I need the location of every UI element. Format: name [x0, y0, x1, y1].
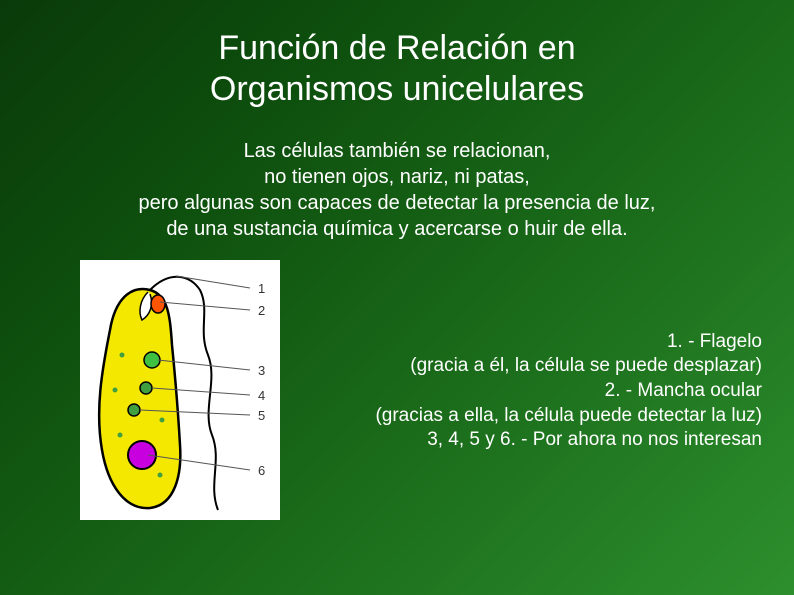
granule	[120, 352, 125, 357]
subtitle-line4: de una sustancia química y acercarse o h…	[166, 218, 627, 240]
diagram-labels: 1 2 3 4 5 6	[258, 281, 265, 478]
organelle-4	[140, 382, 152, 394]
label-1: 1	[258, 281, 265, 296]
legend-text: 1. - Flagelo (gracia a él, la célula se …	[280, 330, 774, 453]
cell-body	[99, 289, 180, 508]
legend-line1: 1. - Flagelo	[667, 331, 762, 352]
legend-line4: (gracias a ella, la célula puede detecta…	[375, 405, 762, 426]
granule	[118, 432, 123, 437]
label-3: 3	[258, 363, 265, 378]
legend-line5: 3, 4, 5 y 6. - Por ahora no nos interesa…	[427, 429, 762, 450]
content-row: 1 2 3 4 5 6 1. - Flagelo (gracia a él, l…	[0, 260, 794, 520]
slide-subtitle: Las células también se relacionan, no ti…	[0, 138, 794, 242]
granule	[160, 417, 165, 422]
label-6: 6	[258, 463, 265, 478]
organelle-3	[144, 352, 160, 368]
organelle-5	[128, 404, 140, 416]
title-line1: Función de Relación en	[218, 29, 575, 67]
granule	[158, 472, 163, 477]
subtitle-line2: no tienen ojos, nariz, ni patas,	[264, 166, 530, 188]
label-2: 2	[258, 303, 265, 318]
cell-diagram: 1 2 3 4 5 6	[80, 260, 280, 520]
nucleus	[128, 441, 156, 469]
cell-svg: 1 2 3 4 5 6	[80, 260, 280, 520]
subtitle-line3: pero algunas son capaces de detectar la …	[138, 192, 655, 214]
eyespot	[151, 295, 165, 313]
label-4: 4	[258, 388, 265, 403]
legend-line2: (gracia a él, la célula se puede desplaz…	[410, 355, 762, 376]
granule	[113, 387, 118, 392]
slide-title: Función de Relación en Organismos unicel…	[0, 0, 794, 110]
title-line2: Organismos unicelulares	[210, 70, 584, 108]
legend-line3: 2. - Mancha ocular	[605, 380, 762, 401]
label-5: 5	[258, 408, 265, 423]
subtitle-line1: Las células también se relacionan,	[244, 140, 551, 162]
